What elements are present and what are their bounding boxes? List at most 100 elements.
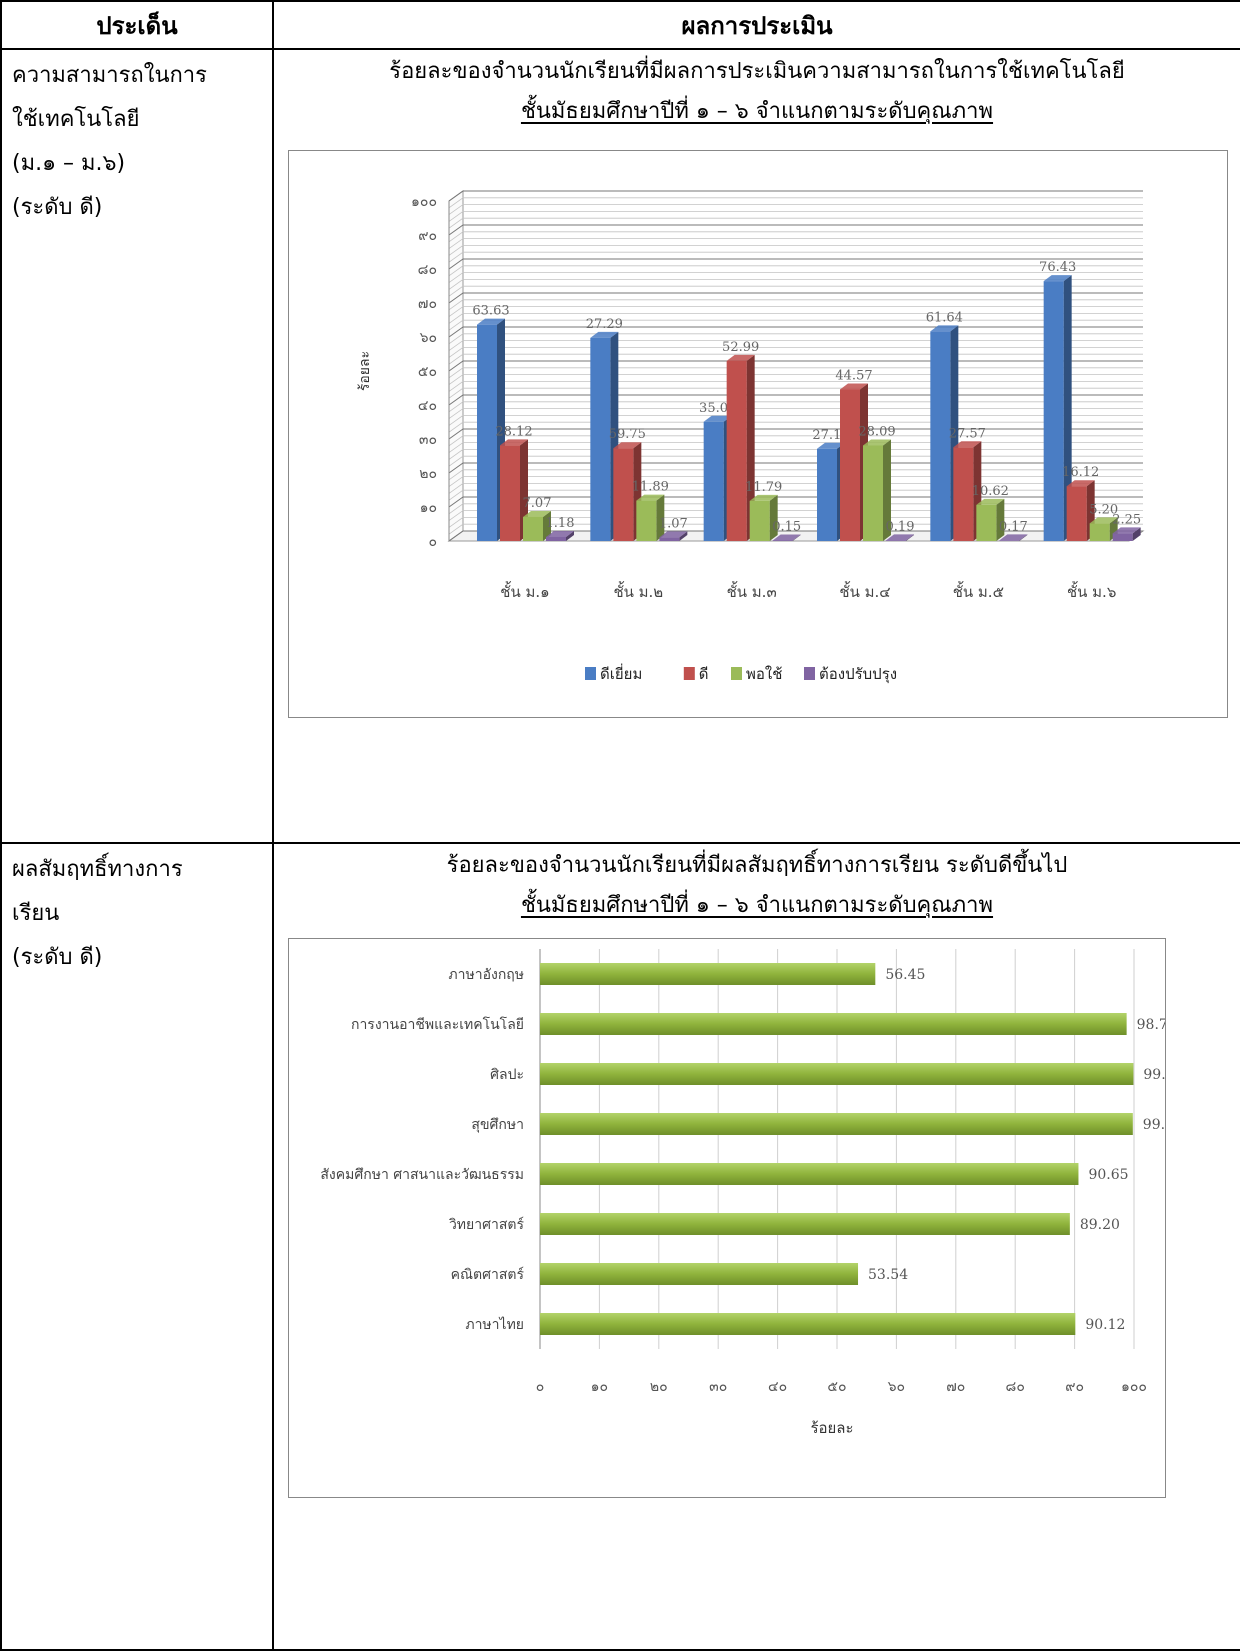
y-tick-label: ๒๐ <box>419 466 437 482</box>
x-tick-label: ชั้น ม.๓ <box>727 581 777 601</box>
data-label: 28.12 <box>495 424 532 439</box>
y-tick-label: ๗๐ <box>418 296 437 312</box>
bar-top <box>590 331 619 338</box>
grid-line <box>448 299 1143 311</box>
x-tick-label: ชั้น ม.๖ <box>1067 581 1116 601</box>
chart-title: ร้อยละของจำนวนนักเรียนที่มีผลการประเมินค… <box>274 52 1240 132</box>
issue-line: ใช้เทคโนโลยี <box>12 107 140 132</box>
chart-frame: ๐ ๑๐ ๒๐ ๓๐ ๔๐ ๕๐ ๖๐ ๗๐ ๘๐ ๙๐ ๑๐๐ ร้อยละ 63.63 28.12 7.… <box>288 150 1228 718</box>
y-tick-label: ๕๐ <box>418 364 437 380</box>
bar-top <box>772 534 801 541</box>
grid-line <box>448 346 1143 358</box>
issue-line: เรียน <box>12 901 60 926</box>
bar-side <box>746 354 755 541</box>
grid-line <box>448 238 1143 249</box>
grid-line <box>448 326 1143 338</box>
y-tick-label: ๓๐ <box>419 432 437 448</box>
bar-top <box>523 510 551 517</box>
bar-top <box>863 439 891 446</box>
data-label: 1.18 <box>546 516 575 531</box>
data-label: 53.54 <box>868 1267 908 1283</box>
bar-top <box>1066 480 1095 487</box>
chart-title-line2: ชั้นมัธยมศึกษาปีที่ ๑ – ๖ จำแนกตามระดับค… <box>520 99 994 124</box>
x-tick-label: ชั้น ม.๒ <box>613 581 663 601</box>
bar-top <box>840 383 868 390</box>
grid-line <box>448 442 1143 453</box>
issue-line: (ระดับ ดี) <box>12 945 103 970</box>
legend-label: ดีเยี่ยม <box>600 663 642 683</box>
bar-top <box>477 318 505 325</box>
chart-title: ร้อยละของจำนวนนักเรียนที่มีผลสัมฤทธิ์ทาง… <box>274 846 1240 926</box>
data-label: 52.99 <box>722 340 759 355</box>
data-label: 27.29 <box>586 317 623 332</box>
bar-ต้องปรับปรุง <box>886 540 906 541</box>
bar-ดี <box>953 447 974 541</box>
bar-side <box>679 531 688 541</box>
bar-top <box>930 325 959 332</box>
grid-line <box>448 319 1143 331</box>
grid-line <box>448 408 1143 419</box>
x-tick-label: ๘๐ <box>1006 1379 1025 1395</box>
grid-line <box>448 292 1143 304</box>
bar-top <box>886 534 914 541</box>
grid-line <box>448 394 1143 406</box>
grid-line <box>448 265 1143 277</box>
x-tick-label: ๓๐ <box>709 1379 727 1395</box>
header-result: ผลการประเมิน <box>272 0 1240 50</box>
bar-top <box>1112 527 1141 534</box>
grid-line <box>448 217 1143 229</box>
bar-top <box>500 439 528 446</box>
bar-ต้องปรับปรุง <box>1112 533 1133 541</box>
bar <box>540 1313 1076 1335</box>
grid-line <box>448 435 1143 447</box>
legend-swatch <box>585 667 596 680</box>
grid-line <box>448 387 1143 399</box>
x-tick-label: ๐ <box>536 1379 545 1395</box>
category-label: การงานอาชีพและเทคโนโลยี <box>351 1016 524 1033</box>
data-label: 0.17 <box>999 519 1028 534</box>
result-cell-achievement: ร้อยละของจำนวนนักเรียนที่มีผลสัมฤทธิ์ทาง… <box>272 842 1240 1651</box>
grid-line <box>448 360 1143 372</box>
y-tick-label: ๘๐ <box>418 262 437 278</box>
bar-top <box>703 415 732 422</box>
bar-ต้องปรับปรุง <box>546 536 566 541</box>
bar-side <box>1063 275 1072 541</box>
bar-top <box>1043 275 1072 282</box>
issue-line: (ระดับ ดี) <box>12 195 103 220</box>
issue-line: (ม.๑ – ม.๖) <box>12 151 126 176</box>
bar-ดี <box>1066 486 1087 541</box>
grid-line <box>448 224 1143 236</box>
chart-title-line1: ร้อยละของจำนวนนักเรียนที่มีผลการประเมินค… <box>389 59 1125 84</box>
grid-line <box>448 462 1143 474</box>
x-tick-label: ๑๐ <box>591 1379 608 1395</box>
grid-line <box>448 251 1143 263</box>
bar-พอใช้ <box>749 500 770 541</box>
legend-swatch <box>804 667 815 680</box>
chart-frame: ๐ ๑๐ ๒๐ ๓๐ ๔๐ ๕๐ ๖๐ ๗๐ ๘๐ ๙๐ ๑๐๐ ร้อยละ ภาษาอังกฤษ 56… <box>288 938 1183 1498</box>
x-tick-label: ชั้น ม.๔ <box>839 581 890 601</box>
data-label: 11.89 <box>632 480 669 495</box>
bar-ดี <box>726 360 747 541</box>
y-tick-label: ๑๐ <box>420 500 437 516</box>
y-axis-title: ร้อยละ <box>357 351 373 391</box>
bar-top <box>749 494 778 501</box>
category-label: ศิลปะ <box>490 1067 524 1083</box>
legend-label: พอใช้ <box>746 665 782 683</box>
data-label: 7.07 <box>523 496 552 511</box>
category-label: สุขศึกษา <box>471 1117 524 1133</box>
grid-line <box>448 496 1143 508</box>
grid-line <box>448 421 1143 433</box>
issue-line: ความสามารถในการ <box>12 63 207 88</box>
data-label: 27.57 <box>949 426 986 441</box>
grid-line <box>448 380 1143 392</box>
x-tick-label: ๑๐๐ <box>1121 1379 1147 1395</box>
grid-line <box>448 312 1143 324</box>
bar-top <box>546 530 574 537</box>
legend-label: ดี <box>699 665 709 683</box>
bar-side <box>996 498 1005 541</box>
data-label: 63.63 <box>472 304 509 319</box>
bar-ดี <box>840 389 860 541</box>
grid-line <box>448 401 1143 413</box>
grid-line <box>448 448 1143 460</box>
